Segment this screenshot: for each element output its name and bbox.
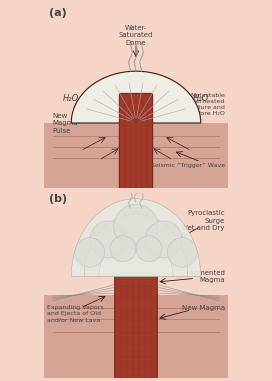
Bar: [44, 123, 228, 188]
Polygon shape: [84, 215, 188, 277]
Text: (a): (a): [49, 8, 67, 18]
Text: Fragmented
Magma: Fragmented Magma: [183, 270, 225, 283]
Circle shape: [114, 204, 158, 249]
Circle shape: [110, 236, 136, 262]
Circle shape: [136, 236, 162, 262]
Polygon shape: [71, 199, 201, 277]
Text: Seismic “Trigger” Wave: Seismic “Trigger” Wave: [151, 163, 225, 168]
Bar: [44, 295, 228, 378]
Text: Pyroclastic
Surge
Wet and Dry: Pyroclastic Surge Wet and Dry: [181, 210, 225, 232]
Circle shape: [75, 238, 104, 267]
Text: H₂O: H₂O: [129, 141, 143, 150]
Circle shape: [145, 221, 182, 258]
Text: New Magma: New Magma: [182, 305, 225, 311]
Text: Expanding Vapors
and Ejecta of Old
and/or New Lava: Expanding Vapors and Ejecta of Old and/o…: [47, 305, 104, 322]
Text: Metastable
Superheated
Fracture and
Pore H₂O: Metastable Superheated Fracture and Pore…: [184, 93, 225, 116]
FancyBboxPatch shape: [119, 93, 153, 190]
Text: New
Magma
Pulse: New Magma Pulse: [53, 112, 78, 133]
Text: H₂O: H₂O: [193, 94, 209, 104]
Circle shape: [168, 238, 197, 267]
Text: (b): (b): [49, 194, 67, 205]
Circle shape: [90, 221, 127, 258]
Polygon shape: [71, 71, 201, 123]
Polygon shape: [99, 232, 173, 277]
Text: Water-
Saturated
Dome: Water- Saturated Dome: [119, 25, 153, 46]
FancyBboxPatch shape: [115, 274, 157, 381]
Text: H₂O: H₂O: [63, 94, 79, 104]
